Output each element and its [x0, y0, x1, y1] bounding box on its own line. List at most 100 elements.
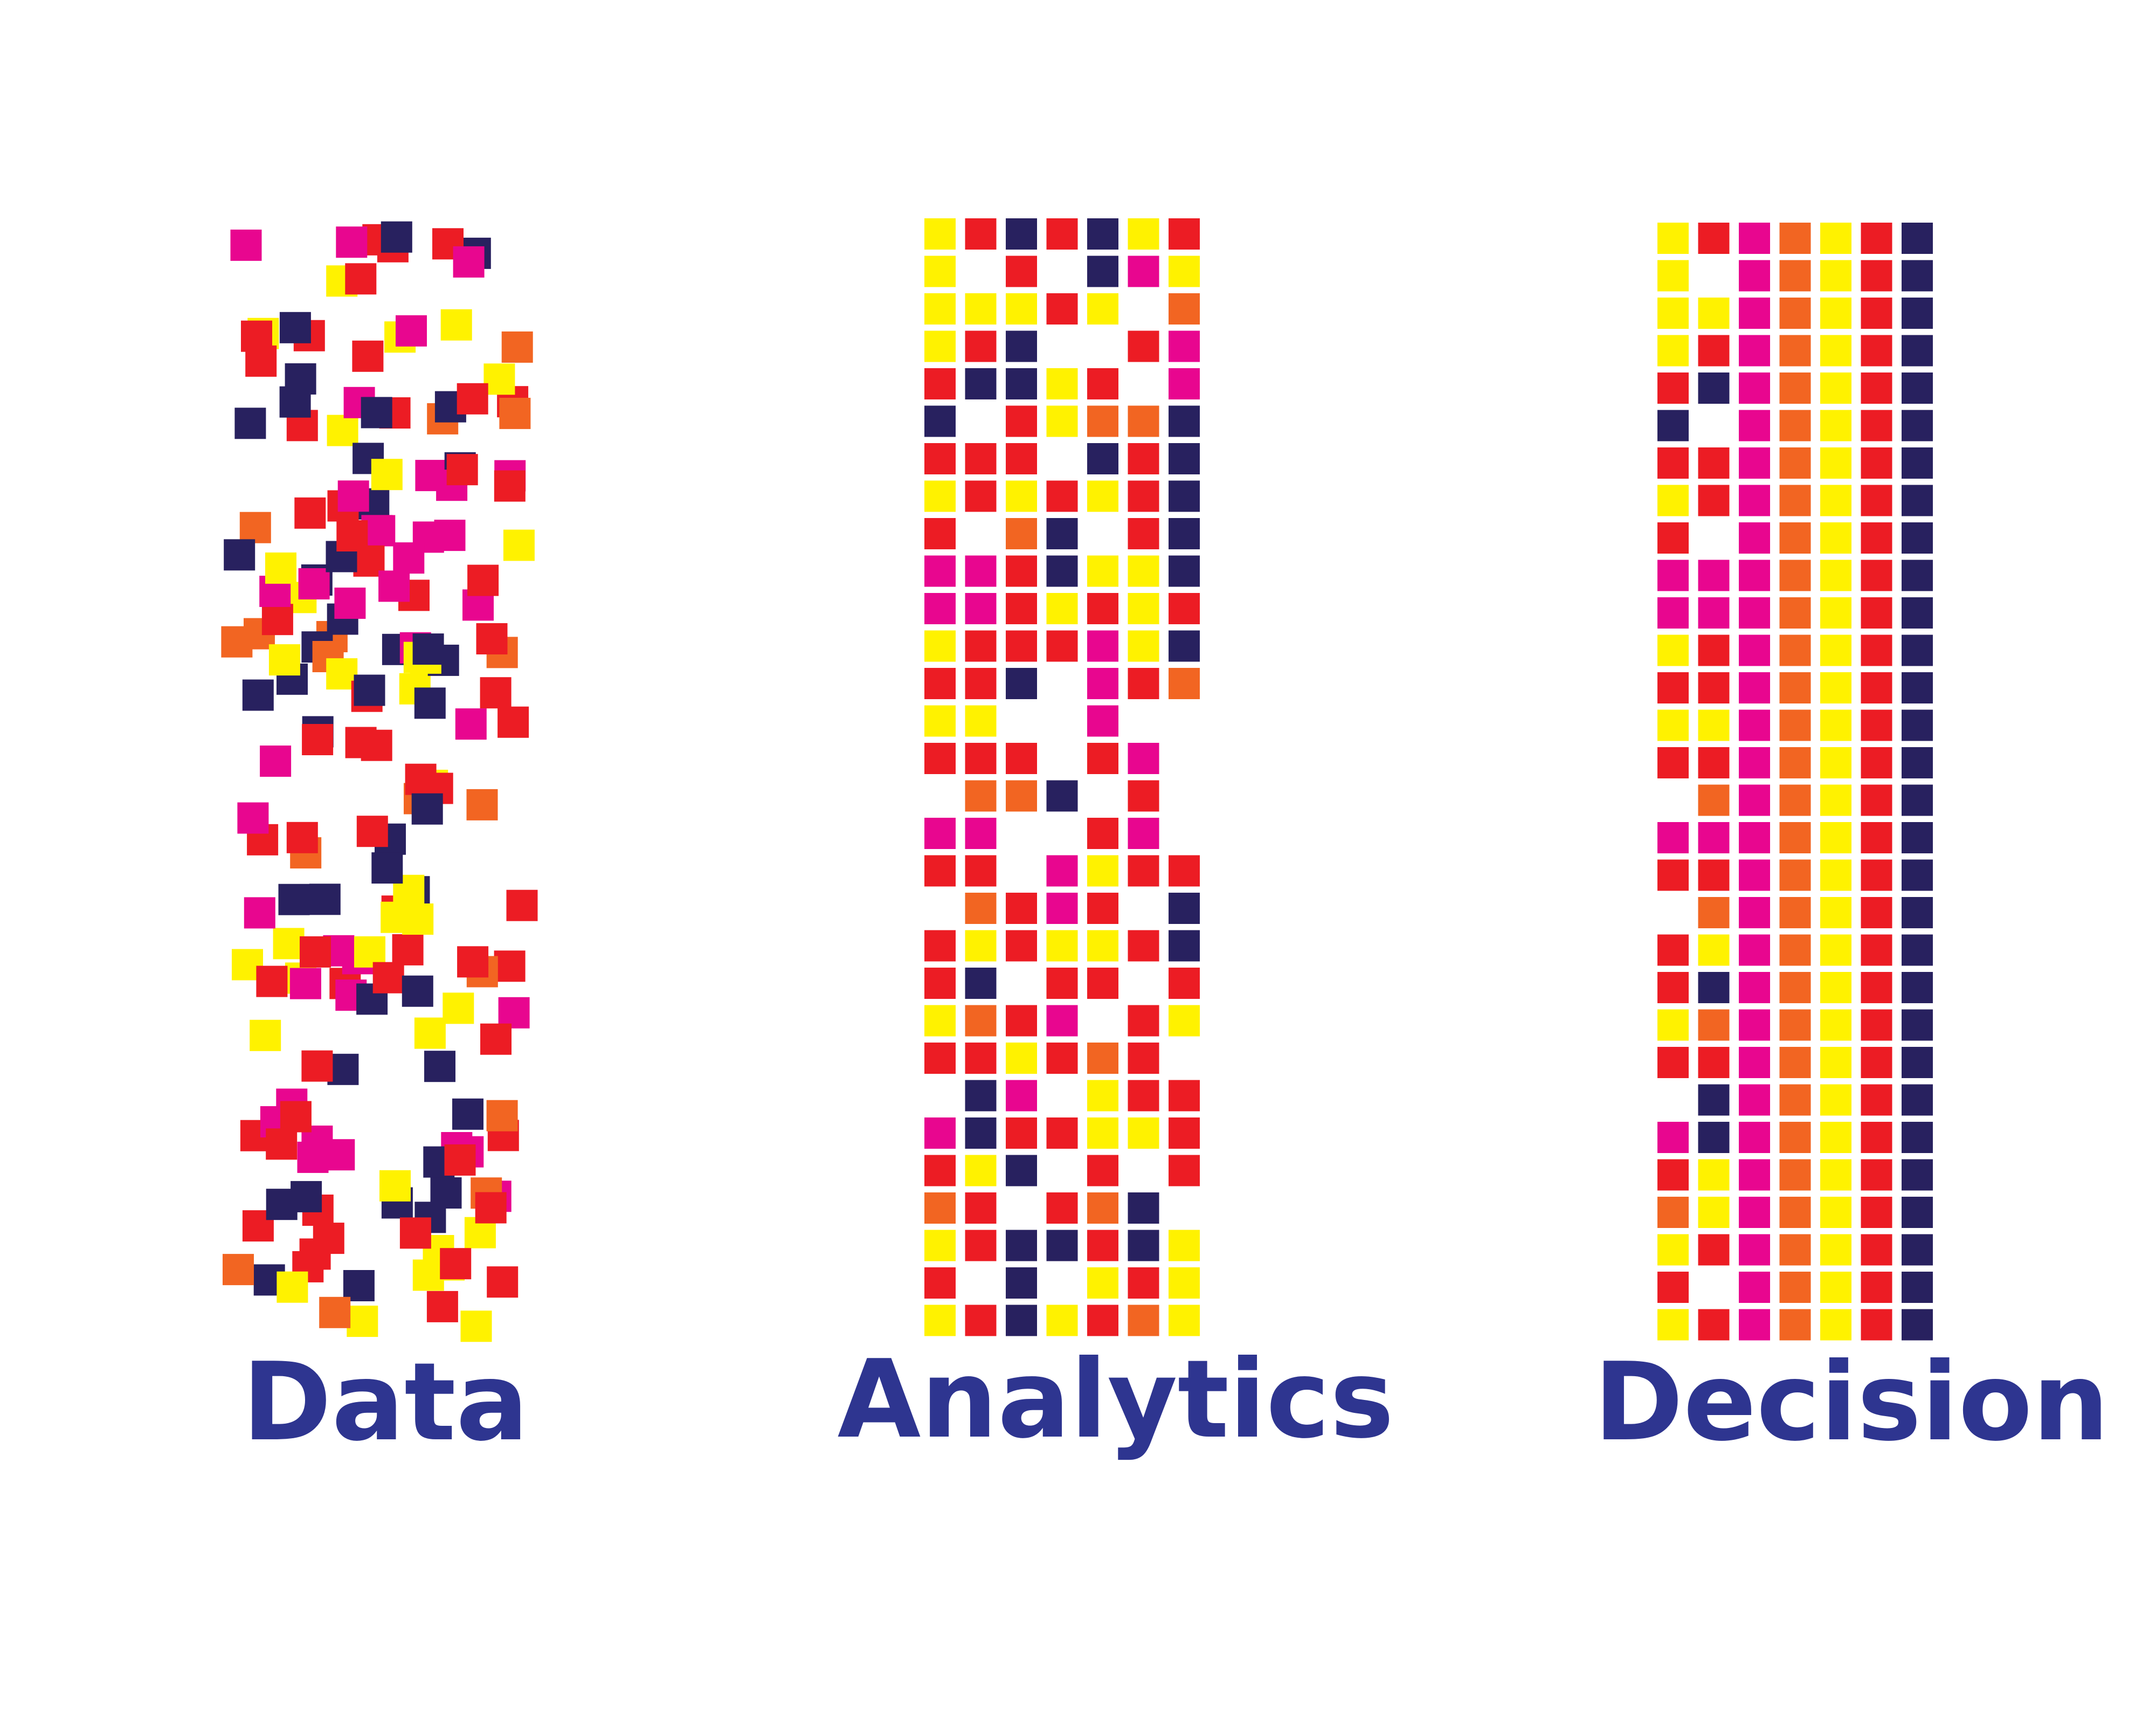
data-square-magenta — [260, 746, 292, 777]
decision-square-orange — [1779, 1234, 1811, 1266]
data-square-red — [361, 729, 392, 761]
decision-square-magenta — [1739, 1159, 1770, 1191]
analytics-square-red — [924, 443, 956, 474]
data-square-red — [280, 1101, 312, 1133]
decision-square-yellow — [1657, 485, 1689, 516]
data-square-yellow — [250, 1019, 281, 1051]
data-square-red — [494, 950, 526, 982]
analytics-square-magenta — [965, 818, 997, 849]
data-square-orange — [221, 626, 253, 658]
analytics-square-red — [1006, 443, 1037, 474]
analytics-square-yellow — [1087, 1267, 1118, 1299]
decision-square-yellow — [1820, 747, 1851, 778]
decision-square-navy — [1902, 1084, 1933, 1116]
decision-square-yellow — [1820, 1234, 1851, 1266]
decision-square-yellow — [1657, 1309, 1689, 1341]
decision-square-magenta — [1739, 709, 1770, 741]
decision-square-red — [1861, 1009, 1892, 1041]
decision-square-orange — [1779, 522, 1811, 554]
analytics-square-red — [1087, 368, 1118, 399]
data-square-yellow — [277, 1271, 308, 1303]
analytics-square-red — [1087, 818, 1118, 849]
analytics-square-red — [1128, 443, 1159, 474]
data-square-red — [352, 340, 384, 372]
analytics-square-red — [1087, 893, 1118, 924]
analytics-square-red — [1087, 743, 1118, 774]
analytics-square-magenta — [1046, 893, 1078, 924]
data-square-navy — [402, 975, 433, 1007]
decision-square-red — [1861, 1234, 1892, 1266]
data-square-orange — [223, 1254, 254, 1286]
decision-square-orange — [1779, 1272, 1811, 1303]
data-square-red — [372, 962, 404, 993]
decision-square-magenta — [1739, 260, 1770, 292]
decision-square-orange — [1779, 747, 1811, 778]
analytics-square-red — [1006, 743, 1037, 774]
data-square-red — [506, 889, 538, 921]
analytics-square-red — [924, 968, 956, 999]
analytics-square-red — [1006, 630, 1037, 662]
decision-square-navy — [1902, 784, 1933, 816]
analytics-square-yellow — [1046, 368, 1078, 399]
analytics-square-yellow — [1128, 1117, 1159, 1149]
decision-square-navy — [1902, 260, 1933, 292]
decision-square-magenta — [1739, 897, 1770, 928]
data-square-red — [475, 1192, 507, 1224]
analytics-square-magenta — [965, 593, 997, 624]
analytics-square-yellow — [1128, 218, 1159, 250]
decision-square-magenta — [1657, 1122, 1689, 1153]
decision-square-navy — [1698, 972, 1730, 1003]
decision-square-magenta — [1698, 560, 1730, 591]
decision-square-yellow — [1820, 522, 1851, 554]
decision-square-yellow — [1820, 560, 1851, 591]
analytics-square-navy — [1128, 1192, 1159, 1224]
data-square-red — [294, 497, 326, 529]
decision-square-orange — [1779, 709, 1811, 741]
analytics-square-orange — [1006, 518, 1037, 549]
analytics-square-red — [1087, 1230, 1118, 1261]
analytics-square-red — [924, 743, 956, 774]
data-square-magenta — [378, 570, 410, 602]
decision-square-orange — [1779, 1197, 1811, 1228]
analytics-square-red — [1046, 480, 1078, 512]
decision-square-red — [1861, 934, 1892, 966]
analytics-square-red — [965, 630, 997, 662]
decision-square-magenta — [1739, 560, 1770, 591]
decision-square-red — [1861, 634, 1892, 666]
decision-square-magenta — [1739, 1234, 1770, 1266]
data-square-yellow — [402, 903, 434, 935]
decision-square-navy — [1902, 897, 1933, 928]
decision-square-navy — [1902, 335, 1933, 367]
decision-square-orange — [1779, 223, 1811, 254]
decision-square-navy — [1698, 372, 1730, 404]
analytics-square-magenta — [924, 555, 956, 587]
decision-square-orange — [1657, 1197, 1689, 1228]
decision-square-red — [1861, 522, 1892, 554]
analytics-square-navy — [1046, 555, 1078, 587]
analytics-square-magenta — [1087, 630, 1118, 662]
analytics-square-magenta — [1006, 1080, 1037, 1112]
decision-square-yellow — [1820, 335, 1851, 367]
analytics-square-yellow — [1046, 405, 1078, 437]
analytics-square-navy — [1046, 780, 1078, 812]
data-square-magenta — [337, 480, 369, 512]
decision-square-orange — [1779, 410, 1811, 441]
analytics-square-navy — [965, 1080, 997, 1112]
decision-square-yellow — [1820, 485, 1851, 516]
analytics-square-magenta — [1128, 256, 1159, 287]
decision-square-yellow — [1820, 1272, 1851, 1303]
decision-square-red — [1698, 335, 1730, 367]
analytics-square-yellow — [1046, 930, 1078, 962]
analytics-square-red — [1169, 593, 1200, 624]
decision-square-navy — [1902, 859, 1933, 891]
decision-square-yellow — [1820, 672, 1851, 703]
data-square-red — [286, 822, 318, 853]
decision-square-orange — [1779, 897, 1811, 928]
data-square-red — [497, 706, 529, 738]
analytics-square-yellow — [1128, 555, 1159, 587]
analytics-square-navy — [1006, 1267, 1037, 1299]
decision-square-navy — [1902, 447, 1933, 479]
data-square-red — [392, 934, 424, 965]
decision-square-red — [1657, 934, 1689, 966]
data-square-yellow — [503, 529, 535, 561]
